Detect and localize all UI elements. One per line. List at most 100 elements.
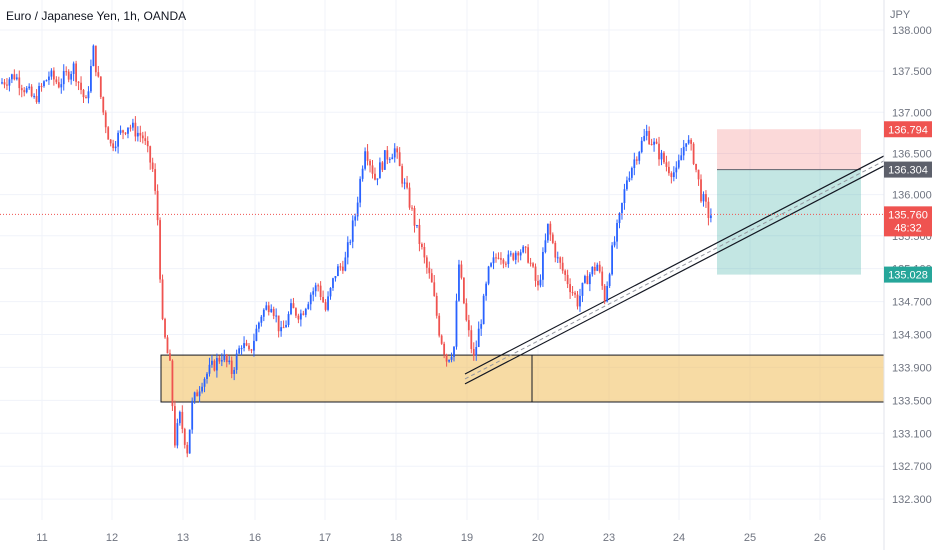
- candle-body: [332, 278, 334, 288]
- candle-body: [695, 163, 697, 170]
- candle-body: [396, 148, 399, 153]
- candle-body: [282, 327, 285, 329]
- candle-body: [169, 353, 171, 361]
- candle-body: [428, 267, 431, 274]
- candle-body: [524, 246, 527, 248]
- candle-body: [327, 296, 329, 310]
- candle-body: [324, 302, 327, 310]
- axis-currency: JPY: [890, 9, 911, 21]
- candle-body: [45, 80, 48, 82]
- candle-body: [33, 95, 36, 97]
- candle-body: [433, 282, 436, 296]
- short-position-tool[interactable]: [717, 129, 861, 275]
- candle-body: [682, 146, 685, 156]
- candle-body: [593, 266, 596, 271]
- candle-body: [487, 266, 490, 284]
- candle-body: [603, 285, 606, 302]
- candle-body: [539, 279, 542, 286]
- y-tick-label: 136.000: [892, 190, 932, 202]
- candle-body: [8, 79, 11, 86]
- candle-body: [655, 141, 658, 144]
- candle-body: [166, 337, 169, 354]
- candle-body: [645, 130, 648, 136]
- candle-body: [621, 202, 623, 214]
- candle-body: [514, 252, 517, 260]
- candle-body: [544, 240, 547, 253]
- candle-body: [117, 132, 119, 147]
- candle-body: [275, 315, 278, 317]
- candle-body: [97, 72, 100, 77]
- candle-body: [633, 159, 636, 169]
- candle-body: [57, 82, 60, 88]
- candle-body: [460, 264, 463, 278]
- candle-body: [20, 88, 23, 91]
- candle-body: [215, 357, 218, 371]
- candle-body: [253, 340, 255, 351]
- candle-body: [299, 313, 302, 320]
- candle-body: [287, 314, 290, 325]
- candle-body: [129, 127, 132, 129]
- candle-body: [527, 247, 530, 263]
- candle-body: [480, 324, 483, 329]
- candle-body: [60, 84, 63, 88]
- candle-body: [196, 392, 199, 397]
- candle-body: [109, 139, 112, 144]
- channel-mid-line: [464, 160, 885, 380]
- candle-body: [670, 173, 673, 178]
- price-badge: [884, 161, 932, 178]
- y-tick-label: 137.500: [892, 66, 932, 78]
- candle-body: [687, 139, 690, 144]
- candle-body: [500, 258, 502, 260]
- y-tick-label: 132.300: [892, 494, 932, 506]
- candle-body: [337, 266, 339, 276]
- y-tick-label: 133.900: [892, 362, 932, 374]
- candle-body: [517, 252, 520, 256]
- candle-body: [542, 252, 544, 280]
- candle-body: [465, 303, 468, 321]
- candle-body: [349, 241, 352, 243]
- candle-body: [421, 243, 423, 247]
- candle-body: [230, 360, 233, 374]
- x-tick-label: 12: [106, 532, 118, 544]
- candle-body: [114, 146, 117, 149]
- candle-body: [584, 276, 586, 283]
- y-tick-label: 136.500: [892, 148, 932, 160]
- candle-body: [665, 162, 668, 167]
- candle-body: [364, 151, 366, 169]
- candle-body: [450, 356, 453, 360]
- candle-body: [366, 151, 369, 161]
- candle-body: [690, 139, 693, 144]
- candle-body: [322, 296, 324, 303]
- x-tick-label: 18: [390, 532, 402, 544]
- candle-body: [171, 360, 174, 407]
- candle-body: [556, 257, 559, 259]
- y-tick-label: 134.300: [892, 330, 932, 342]
- candle-body: [588, 274, 591, 285]
- candle-body: [290, 303, 292, 315]
- candle-body: [72, 63, 75, 74]
- candle-body: [549, 223, 552, 235]
- trend-channel[interactable]: [464, 155, 885, 385]
- y-tick-label: 133.100: [892, 428, 932, 440]
- x-tick-label: 20: [532, 532, 544, 544]
- candle-body: [260, 316, 263, 323]
- time-axis-ticks: 11 12 13 16 17 18 19 20 23 24 25 26: [36, 532, 826, 544]
- candle-body: [297, 315, 300, 320]
- candle-body: [75, 63, 77, 82]
- y-tick-label: 133.500: [892, 395, 932, 407]
- candle-body: [418, 224, 421, 244]
- candle-body: [164, 319, 166, 338]
- candle-body: [559, 257, 562, 263]
- candle-body: [144, 138, 147, 141]
- candle-body: [561, 262, 564, 271]
- candle-body: [136, 132, 139, 137]
- candle-body: [208, 364, 211, 374]
- candle-body: [635, 159, 638, 161]
- candle-body: [692, 143, 695, 164]
- candle-body: [193, 392, 196, 401]
- candle-body: [596, 264, 599, 271]
- candle-body: [159, 220, 161, 280]
- y-tick-label: 134.700: [892, 297, 932, 309]
